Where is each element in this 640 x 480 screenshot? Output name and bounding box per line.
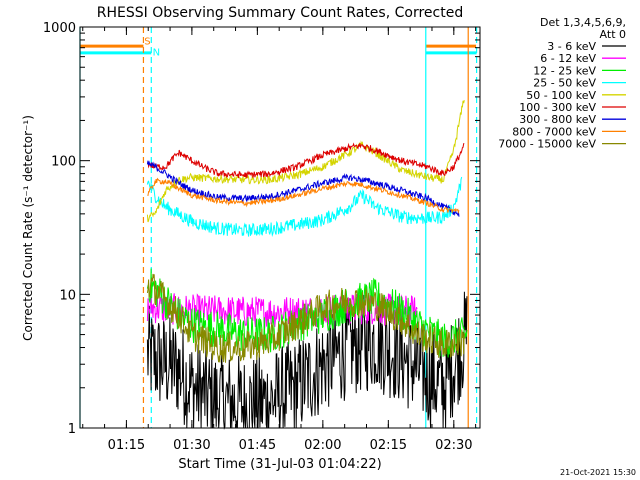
series-line-0: [146, 291, 468, 430]
y-tick-label-0: 1: [68, 422, 76, 437]
series-line-4: [146, 100, 465, 223]
x-tick-label-3: 02:00: [304, 438, 341, 453]
legend-label-1: 6 - 12 keV: [540, 52, 596, 65]
legend-label-5: 100 - 300 keV: [519, 101, 596, 114]
y-tick-label-2: 100: [51, 155, 76, 170]
footer-date: 21-Oct-2021 15:30: [560, 468, 636, 477]
legend-label-6: 300 - 800 keV: [519, 113, 596, 126]
x-tick-label-4: 02:15: [370, 438, 407, 453]
flag-label-0: S: [144, 36, 150, 47]
x-tick-label-0: 01:15: [108, 438, 145, 453]
legend-label-8: 7000 - 15000 keV: [498, 138, 596, 151]
series-line-6: [146, 160, 460, 217]
legend-label-3: 25 - 50 keV: [533, 77, 596, 90]
series-line-8: [146, 273, 465, 363]
series-line-5: [147, 142, 465, 179]
y-tick-label-1: 10: [59, 288, 76, 303]
x-axis: 01:15 01:30 01:45 02:00 02:15 02:30: [82, 27, 477, 453]
series-line-7: [147, 177, 460, 214]
y-axis-label: Corrected Count Rate (s⁻¹ detector⁻¹): [21, 115, 35, 341]
legend-label-7: 800 - 7000 keV: [512, 125, 596, 138]
x-axis-label: Start Time (31-Jul-03 01:04:22): [178, 457, 381, 472]
y-axis: 1 10 100 1000: [43, 21, 480, 437]
x-tick-label-1: 01:30: [173, 438, 210, 453]
y-tick-label-3: 1000: [43, 21, 76, 36]
series-line-3: [146, 176, 463, 237]
x-tick-label-5: 02:30: [435, 438, 472, 453]
legend-header-line-2: Att 0: [600, 28, 626, 41]
flag-label-1: N: [153, 48, 160, 59]
chart-title: RHESSI Observing Summary Count Rates, Co…: [97, 5, 463, 21]
legend-header-line-1: Det 1,3,4,5,6,9,: [540, 16, 626, 29]
legend-label-0: 3 - 6 keV: [547, 40, 596, 53]
legend-label-4: 50 - 100 keV: [526, 89, 596, 102]
plot-frame: [79, 26, 481, 429]
x-tick-label-2: 01:45: [239, 438, 276, 453]
legend-label-2: 12 - 25 keV: [533, 64, 596, 77]
